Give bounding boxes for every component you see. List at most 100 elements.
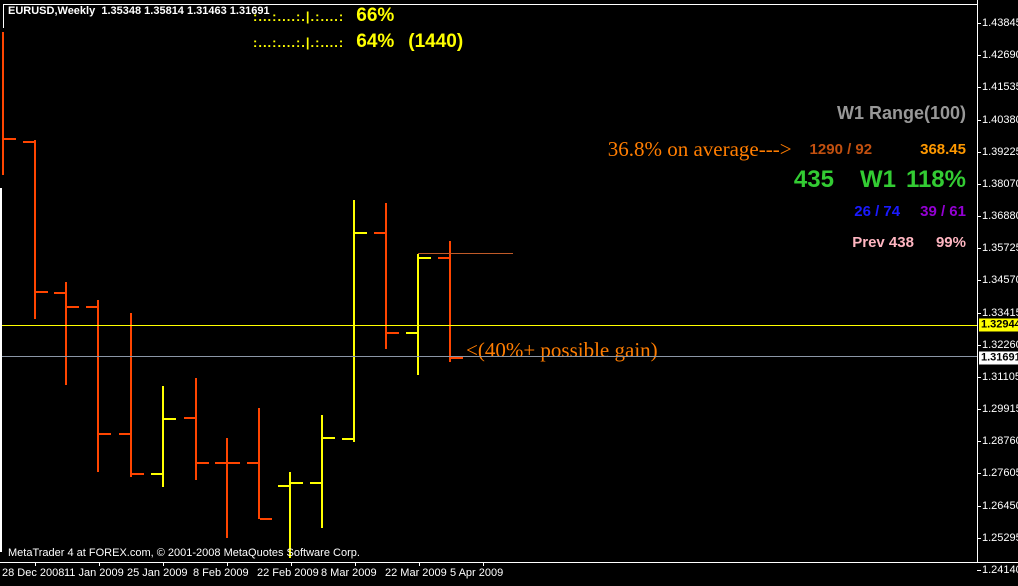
current-range-percent: 118%: [905, 166, 966, 193]
left-frame-stub: [3, 4, 4, 28]
top-frame-line: [3, 4, 977, 5]
average-note: 36.8% on average--->: [607, 137, 792, 161]
price-axis-tick: [977, 570, 981, 571]
price-axis-label: 1.40380: [982, 114, 1018, 126]
time-axis-tick: [355, 563, 356, 566]
ohlc-open-tick: [119, 433, 131, 435]
ohlc-close-tick: [228, 462, 240, 464]
time-axis-separator: [0, 562, 1018, 563]
ohlc-open-tick: [151, 473, 163, 475]
range-indicator-title: W1 Range(100): [836, 103, 966, 123]
price-axis-tick: [977, 216, 981, 217]
symbol-ohlc-readout: EURUSD,Weekly 1.35348 1.35814 1.31463 1.…: [8, 5, 270, 17]
range-segment-line: [418, 253, 513, 254]
panel-row-average: 36.8% on average---> 1290 / 92 368.45: [608, 137, 966, 162]
panel-row-ratios: 26 / 74 39 / 61: [854, 203, 966, 220]
ohlc-bar: [2, 32, 4, 175]
time-axis-label: 11 Jan 2009: [64, 567, 124, 579]
price-axis-tick: [977, 506, 981, 507]
partial-bar-left-edge: [0, 188, 2, 552]
price-axis-tick: [977, 538, 981, 539]
ohlc-close-tick: [99, 433, 111, 435]
panel-row-previous: Prev 438 99%: [852, 234, 966, 251]
ohlc-bar: [162, 386, 164, 487]
price-axis-label: 1.36880: [982, 210, 1018, 222]
price-axis-tick: [977, 120, 981, 121]
price-badge-yellow: 1.32944: [979, 318, 1018, 332]
ohlc-close-tick: [67, 306, 79, 308]
time-axis-tick: [419, 563, 420, 566]
range-average-value: 368.45: [920, 141, 966, 158]
price-axis-tick: [977, 473, 981, 474]
indicator-percent-value: 66%: [356, 5, 395, 26]
yellow-level-line: [0, 325, 977, 326]
price-axis-tick: [977, 345, 981, 346]
indicator-dot-histogram: :...:....:.|.:....:: [253, 35, 345, 50]
price-axis-label: 1.42690: [982, 49, 1018, 61]
ohlc-open-tick: [247, 462, 259, 464]
time-axis-tick: [227, 563, 228, 566]
ohlc-close-tick: [291, 482, 303, 484]
current-timeframe-label: W1: [859, 166, 896, 193]
price-axis-tick: [977, 87, 981, 88]
time-axis-tick: [483, 563, 484, 566]
previous-range-percent: 99%: [935, 234, 966, 251]
time-axis-tick: [291, 563, 292, 566]
price-axis-label: 1.31105: [982, 371, 1018, 383]
time-axis-label: 25 Jan 2009: [127, 567, 188, 579]
price-axis-label: 1.24140: [982, 564, 1018, 576]
price-axis-tick: [977, 152, 981, 153]
ohlc-close-tick: [36, 291, 48, 293]
ohlc-bar: [65, 282, 67, 385]
time-axis-tick: [35, 563, 36, 566]
copyright-text: MetaTrader 4 at FOREX.com, © 2001-2008 M…: [8, 547, 360, 559]
ohlc-close-tick: [387, 332, 399, 334]
ohlc-close-tick: [164, 418, 176, 420]
price-axis-tick: [977, 55, 981, 56]
indicator-period-value: (1440): [408, 31, 464, 52]
time-axis-label: 22 Feb 2009: [257, 567, 319, 579]
symbol-period-label: EURUSD,Weekly: [8, 5, 96, 17]
indicator-row-2: :...:....:.|.:....: 64% (1440): [253, 31, 463, 53]
ohlc-bar: [353, 200, 355, 442]
price-axis-label: 1.27605: [982, 467, 1018, 479]
ohlc-bar: [130, 313, 132, 477]
ohlc-open-tick: [438, 257, 450, 259]
ohlc-open-tick: [215, 462, 227, 464]
ohlc-bar: [34, 140, 36, 319]
current-price-line: [0, 356, 977, 357]
price-axis-label: 1.33415: [982, 307, 1018, 319]
ratio-purple: 39 / 61: [920, 203, 966, 220]
price-badge-white: 1.31691: [979, 351, 1018, 365]
chart-canvas[interactable]: [0, 0, 977, 562]
ohlc-open-tick: [184, 417, 196, 419]
ohlc-close-tick: [4, 138, 16, 140]
price-axis-label: 1.29915: [982, 403, 1018, 415]
ohlc-close-tick: [197, 462, 209, 464]
ohlc-bar: [321, 415, 323, 528]
price-axis-label: 1.34570: [982, 274, 1018, 286]
panel-row-current: 435 W1 118%: [794, 166, 966, 194]
ohlc-values: 1.35348 1.35814 1.31463 1.31691: [101, 5, 270, 17]
ohlc-open-tick: [86, 306, 98, 308]
price-axis-tick: [977, 280, 981, 281]
price-axis-label: 1.39225: [982, 146, 1018, 158]
ohlc-close-tick: [419, 257, 431, 259]
time-axis-label: 8 Mar 2009: [321, 567, 377, 579]
price-axis-tick: [977, 409, 981, 410]
time-axis-tick: [99, 563, 100, 566]
time-axis-label: 22 Mar 2009: [385, 567, 447, 579]
price-axis-label: 1.28760: [982, 435, 1018, 447]
price-axis-separator: [977, 0, 978, 562]
ohlc-bar: [258, 408, 260, 519]
time-axis-label: 8 Feb 2009: [193, 567, 249, 579]
range-ratio-orange: 1290 / 92: [809, 141, 873, 158]
previous-range-label: Prev 438: [852, 234, 914, 251]
price-axis-tick: [977, 313, 981, 314]
price-axis-label: 1.43845: [982, 17, 1018, 29]
price-axis-label: 1.26450: [982, 500, 1018, 512]
price-axis-label: 1.32260: [982, 339, 1018, 351]
ohlc-open-tick: [54, 292, 66, 294]
indicator-percent-value: 64%: [356, 31, 395, 52]
ohlc-close-tick: [260, 518, 272, 520]
